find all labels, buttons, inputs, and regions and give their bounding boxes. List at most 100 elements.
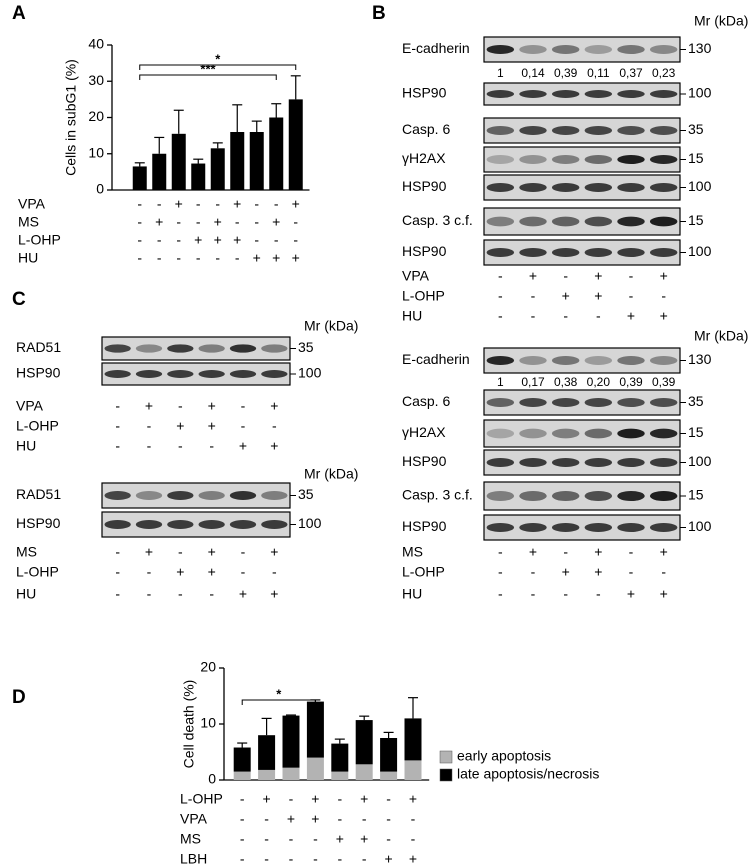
blot-band — [584, 155, 613, 164]
condition-sign: - — [196, 250, 201, 266]
bar — [288, 99, 303, 190]
bar-segment — [404, 760, 422, 780]
mr-label: 130 — [688, 351, 712, 367]
condition-sign: - — [498, 586, 503, 602]
condition-sign: - — [661, 288, 666, 304]
y-axis-label: Cells in subG1 (%) — [63, 59, 79, 176]
condition-sign: - — [498, 268, 503, 284]
condition-sign: - — [147, 438, 152, 454]
condition-sign: - — [209, 586, 214, 602]
condition-sign: + — [145, 544, 153, 560]
y-tick-label: 40 — [88, 36, 104, 52]
condition-label: HU — [16, 438, 36, 454]
condition-sign: - — [115, 544, 120, 560]
blot-band — [584, 248, 613, 257]
condition-sign: + — [270, 398, 278, 414]
mr-label: 100 — [298, 365, 322, 381]
condition-sign: - — [115, 418, 120, 434]
legend-label: late apoptosis/necrosis — [457, 766, 599, 782]
condition-sign: + — [145, 398, 153, 414]
legend-swatch — [439, 750, 453, 764]
condition-sign: + — [529, 544, 537, 560]
legend-label: early apoptosis — [457, 748, 551, 764]
blot-band — [584, 428, 613, 439]
bar — [132, 166, 147, 190]
blot-strip — [483, 481, 681, 511]
condition-sign: + — [208, 398, 216, 414]
condition-sign: - — [209, 438, 214, 454]
blot-band — [167, 370, 194, 378]
blot-band — [486, 523, 515, 532]
condition-sign: - — [411, 811, 416, 827]
band-quantification: 0,37 — [619, 66, 643, 80]
blot-band — [617, 216, 645, 227]
blot-band — [519, 155, 547, 164]
blot-band — [261, 344, 288, 353]
condition-label: L-OHP — [402, 288, 445, 304]
mr-label: 15 — [688, 487, 704, 503]
blot-band — [135, 520, 163, 529]
condition-sign: - — [147, 564, 152, 580]
condition-sign: + — [660, 586, 668, 602]
band-quantification: 1 — [497, 375, 504, 389]
condition-sign: - — [337, 791, 342, 807]
blot-band — [104, 344, 131, 353]
condition-sign: + — [214, 214, 222, 230]
condition-sign: - — [115, 398, 120, 414]
condition-sign: + — [194, 232, 202, 248]
blot-band — [261, 491, 288, 500]
condition-label: MS — [402, 544, 423, 560]
bar-segment — [233, 747, 251, 772]
condition-sign: - — [289, 851, 294, 867]
condition-sign: - — [386, 811, 391, 827]
blot-band — [649, 155, 678, 164]
condition-sign: - — [531, 288, 536, 304]
condition-sign: - — [498, 544, 503, 560]
blot-band — [519, 490, 547, 502]
condition-sign: + — [360, 831, 368, 847]
bar-segment — [404, 718, 422, 761]
blot-row-label: γH2AX — [402, 150, 446, 166]
blot-band — [617, 490, 645, 502]
band-quantification: 0,39 — [619, 375, 643, 389]
bar — [230, 132, 245, 190]
blot-band — [486, 90, 515, 98]
mr-label: 100 — [688, 453, 712, 469]
condition-sign: - — [241, 418, 246, 434]
blot-band — [551, 90, 580, 98]
condition-sign: - — [235, 214, 240, 230]
mr-header: Mr (kDa) — [694, 328, 748, 344]
band-quantification: 0,23 — [652, 66, 676, 80]
mr-label: 100 — [688, 243, 712, 259]
condition-label: L-OHP — [16, 564, 59, 580]
mr-label: 35 — [298, 339, 314, 355]
condition-sign: - — [178, 438, 183, 454]
condition-sign: - — [196, 214, 201, 230]
blot-band — [486, 155, 515, 164]
condition-sign: + — [208, 544, 216, 560]
blot-band — [584, 458, 613, 467]
y-tick-label: 10 — [88, 144, 104, 160]
blot-strip — [483, 419, 681, 448]
blot-band — [198, 370, 225, 378]
blot-band — [229, 491, 257, 500]
condition-sign: - — [498, 288, 503, 304]
condition-sign: - — [157, 196, 162, 212]
panel-letter: A — [12, 3, 26, 24]
blot-band — [617, 90, 645, 98]
mr-label: 35 — [688, 121, 704, 137]
condition-sign: + — [253, 250, 261, 266]
blot-band — [584, 90, 613, 98]
significance-label: * — [215, 51, 221, 66]
blot-band — [104, 370, 131, 378]
blot-band — [486, 428, 515, 439]
mr-label: 100 — [688, 518, 712, 534]
condition-sign: + — [233, 232, 241, 248]
band-quantification: 0,39 — [554, 66, 578, 80]
condition-sign: + — [529, 268, 537, 284]
mr-label: 100 — [298, 515, 322, 531]
blot-row-label: HSP90 — [402, 178, 447, 194]
condition-sign: - — [293, 214, 298, 230]
blot-band — [584, 183, 613, 192]
condition-sign: + — [176, 564, 184, 580]
